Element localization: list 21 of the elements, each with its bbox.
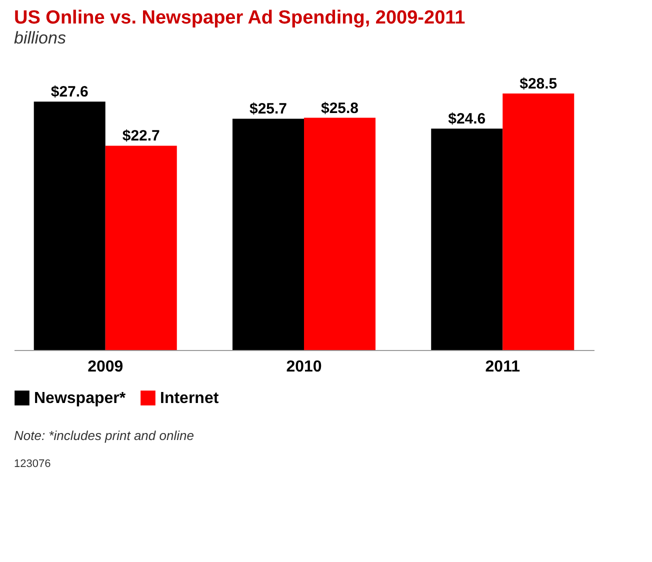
x-tick-label: 2010 (286, 358, 322, 376)
legend-label: Newspaper* (34, 390, 126, 407)
bar (304, 118, 376, 350)
x-tick-label: 2011 (485, 358, 520, 376)
x-tick-label: 2009 (88, 358, 124, 376)
data-label: $28.5 (520, 76, 558, 92)
bar (431, 128, 503, 350)
bar (502, 94, 574, 350)
text: Note: *includes print and online (14, 428, 194, 443)
text: 123076 (14, 458, 51, 470)
data-label: $25.8 (320, 100, 359, 117)
data-label: $27.6 (50, 84, 88, 101)
legend-label: Internet (160, 390, 220, 407)
bar (232, 118, 304, 350)
data-label: $22.7 (122, 128, 160, 145)
data-label: $25.7 (249, 100, 288, 118)
data-label: $24.6 (448, 110, 486, 128)
chart-title: US Online vs. Newspaper Ad Spending, 2009-2011 (14, 8, 466, 28)
bar (105, 146, 177, 350)
chart-subtitle: billions (14, 28, 66, 48)
bar (34, 102, 106, 350)
